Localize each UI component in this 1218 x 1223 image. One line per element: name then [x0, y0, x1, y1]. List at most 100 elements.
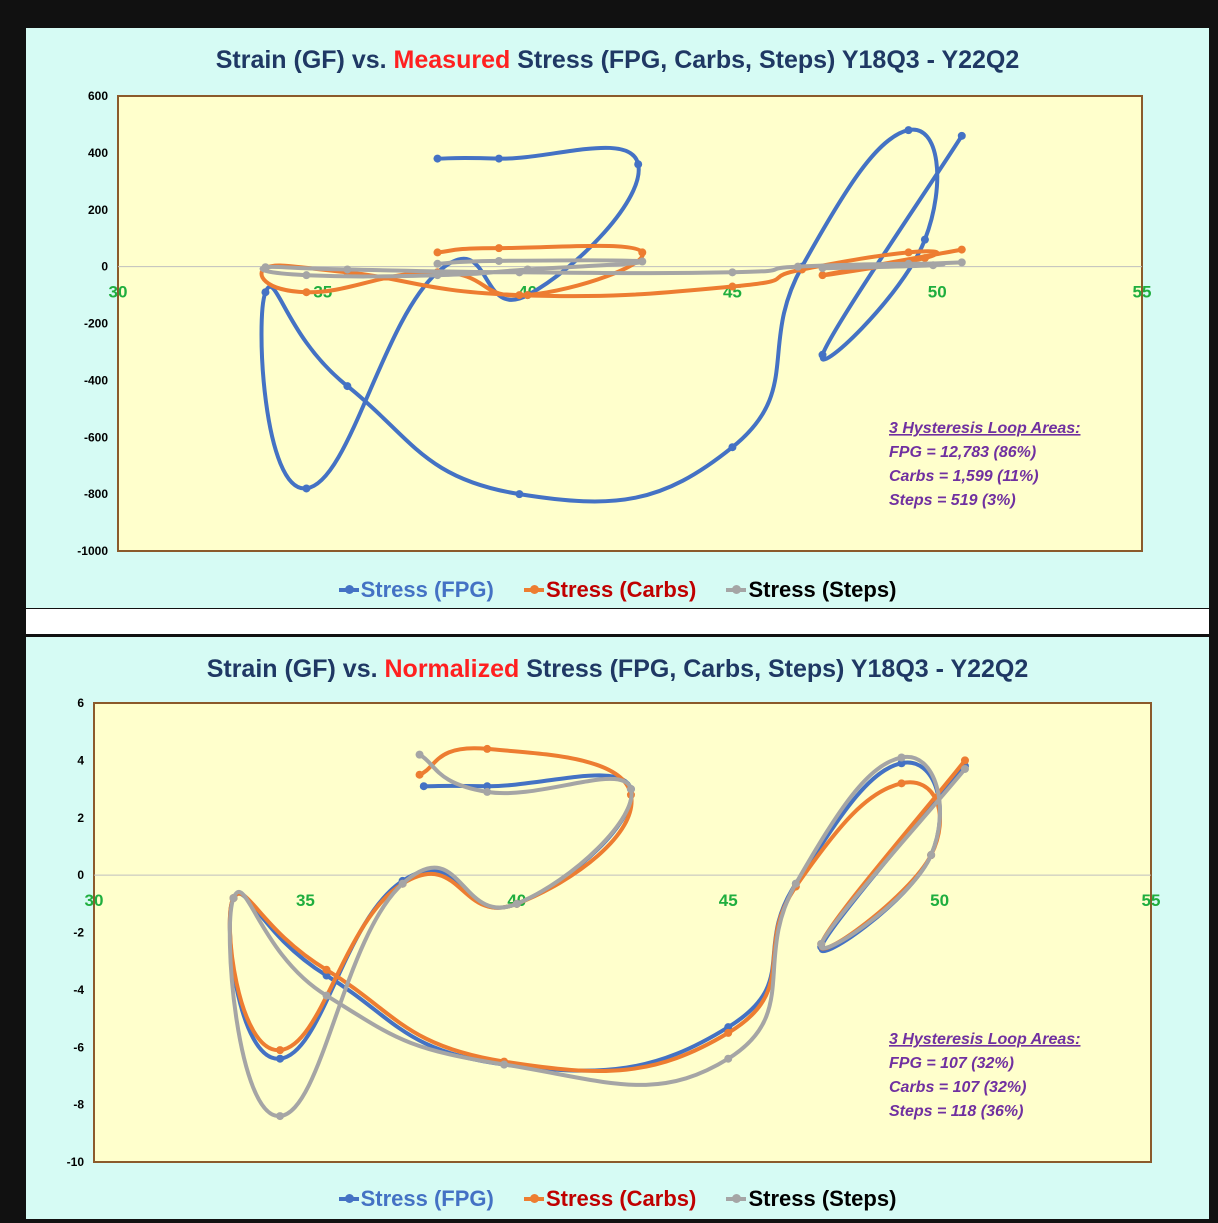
data-point — [897, 753, 906, 762]
chart-panel-normalized: Strain (GF) vs. Normalized Stress (FPG, … — [26, 637, 1209, 1219]
data-point — [634, 160, 643, 169]
data-point — [322, 965, 331, 974]
y-tick-label: -2 — [73, 926, 84, 940]
data-point — [322, 971, 331, 980]
data-point — [483, 744, 492, 753]
data-point — [897, 759, 906, 768]
legend-item-fpg: Stress (FPG) — [338, 577, 494, 603]
data-point — [261, 263, 270, 272]
y-tick-label: 0 — [77, 868, 84, 882]
data-point — [433, 154, 442, 163]
x-tick-label: 55 — [1133, 283, 1152, 302]
x-tick-label: 45 — [719, 891, 738, 910]
y-tick-label: 4 — [77, 753, 84, 767]
annotation-heading: 3 Hysteresis Loop Areas: — [889, 420, 1080, 437]
legend-item-carbs: Stress (Carbs) — [523, 577, 696, 603]
data-point — [494, 256, 503, 265]
legend-item-fpg: Stress (FPG) — [338, 1186, 494, 1212]
data-point — [960, 764, 969, 773]
data-point — [229, 894, 238, 903]
annotation-heading: 3 Hysteresis Loop Areas: — [889, 1031, 1080, 1048]
data-point — [724, 1028, 733, 1037]
data-point — [433, 259, 442, 268]
data-point — [343, 265, 352, 274]
y-tick-label: -200 — [84, 317, 108, 331]
data-point — [791, 879, 800, 888]
data-point — [523, 291, 532, 300]
data-point — [343, 382, 352, 391]
data-point — [897, 779, 906, 788]
x-tick-label: 55 — [1142, 891, 1161, 910]
data-point — [818, 350, 827, 359]
y-tick-label: 2 — [77, 811, 84, 825]
y-tick-label: -4 — [73, 983, 84, 997]
annotation-line: Carbs = 107 (32%) — [889, 1079, 1026, 1096]
data-point — [818, 271, 827, 280]
plot-area — [117, 95, 1143, 552]
data-point — [957, 258, 966, 267]
annotation-line: Steps = 519 (3%) — [889, 492, 1016, 509]
data-point — [494, 154, 503, 163]
data-point — [302, 271, 311, 280]
data-point — [261, 288, 270, 297]
chart-title: Strain (GF) vs. Normalized Stress (FPG, … — [206, 655, 1029, 683]
y-tick-label: -400 — [84, 373, 108, 387]
data-point — [494, 244, 503, 253]
data-point — [638, 248, 647, 257]
data-point — [904, 126, 913, 135]
data-point — [817, 939, 826, 948]
y-tick-label: -8 — [73, 1098, 84, 1112]
data-point — [322, 991, 331, 1000]
legend-item-steps: Stress (Steps) — [726, 577, 896, 603]
data-point — [927, 851, 936, 860]
data-point — [920, 254, 929, 263]
data-point — [626, 785, 635, 794]
x-tick-label: 35 — [296, 891, 315, 910]
y-tick-label: -600 — [84, 430, 108, 444]
data-point — [724, 1054, 733, 1063]
panel-divider — [26, 609, 1209, 634]
data-point — [960, 756, 969, 765]
y-tick-label: -6 — [73, 1040, 84, 1054]
data-point — [920, 235, 929, 244]
x-tick-label: 50 — [928, 283, 947, 302]
y-tick-label: -800 — [84, 487, 108, 501]
legend-item-steps: Stress (Steps) — [726, 1186, 896, 1212]
data-point — [515, 490, 524, 499]
data-point — [728, 282, 737, 291]
x-tick-label: 30 — [109, 283, 128, 302]
data-point — [302, 484, 311, 493]
data-point — [724, 1023, 733, 1032]
data-point — [515, 268, 524, 277]
chart-legend: Stress (FPG) Stress (Carbs) Stress (Step… — [26, 1181, 1209, 1212]
y-tick-label: 200 — [88, 203, 108, 217]
chart-plot-measured: 6004002000-200-400-600-800-1000303540455… — [77, 89, 1152, 558]
data-point — [904, 248, 913, 257]
annotation-line: FPG = 107 (32%) — [889, 1055, 1014, 1072]
data-point — [512, 899, 521, 908]
data-point — [483, 787, 492, 796]
data-point — [433, 271, 442, 280]
data-point — [276, 1046, 285, 1055]
chart-legend: Stress (FPG) Stress (Carbs) Stress (Step… — [26, 572, 1209, 603]
data-point — [302, 288, 311, 297]
data-point — [818, 264, 827, 273]
y-tick-label: -10 — [67, 1155, 85, 1169]
x-tick-label: 30 — [85, 891, 104, 910]
data-point — [957, 245, 966, 254]
annotation-line: Carbs = 1,599 (11%) — [889, 468, 1039, 485]
annotation-line: FPG = 12,783 (86%) — [889, 444, 1036, 461]
data-point — [433, 248, 442, 257]
data-point — [904, 259, 913, 268]
data-point — [483, 782, 492, 791]
data-point — [929, 261, 938, 270]
data-point — [515, 291, 524, 300]
data-point — [276, 1112, 285, 1121]
data-point — [957, 131, 966, 140]
data-point — [728, 268, 737, 277]
x-tick-label: 50 — [930, 891, 949, 910]
y-tick-label: 0 — [101, 260, 108, 274]
data-point — [523, 265, 532, 274]
chart-title: Strain (GF) vs. Measured Stress (FPG, Ca… — [215, 46, 1020, 74]
